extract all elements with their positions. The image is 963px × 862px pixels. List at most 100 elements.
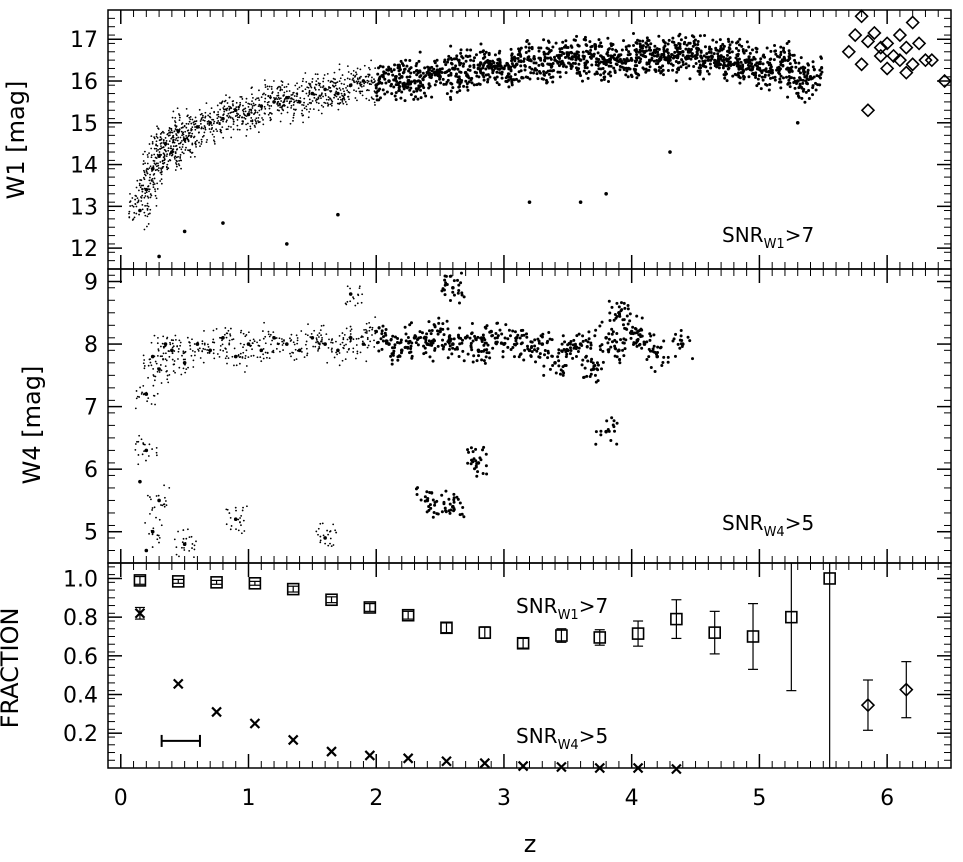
panel-top-density-dot-2450 bbox=[172, 134, 175, 137]
panel-top-density-dot-409 bbox=[681, 63, 685, 67]
panel-mid-density-dot-179 bbox=[590, 357, 594, 361]
panel-top-density-dot-819 bbox=[375, 94, 379, 98]
panel-mid-density-dot-355 bbox=[587, 337, 591, 341]
panel-mid-density-dot-1019 bbox=[638, 333, 642, 337]
panel-top-density-dot-1341 bbox=[163, 157, 166, 160]
panel-top-density-dot-1536 bbox=[164, 144, 167, 147]
panel-mid-density-dot-1079 bbox=[483, 341, 487, 345]
panel-top-density-dot-2078 bbox=[175, 148, 178, 151]
panel-top-density-dot-1204 bbox=[146, 207, 149, 210]
panel-mid-density-dot-933 bbox=[272, 336, 275, 338]
panel-top-density-dot-1939 bbox=[309, 85, 312, 88]
panel-bot-series-1-point-1 bbox=[172, 678, 184, 690]
panel-mid-density-dot-195 bbox=[379, 337, 383, 341]
panel-top-density-dot-1718 bbox=[203, 119, 206, 122]
panel-top-density-dot-665 bbox=[150, 194, 153, 197]
panel-top-density-dot-2395 bbox=[767, 69, 771, 73]
panel-top-density-dot-2054 bbox=[231, 117, 234, 120]
panel-mid-density-dot-746 bbox=[229, 334, 232, 337]
panel-top-ytick-label-3: 15 bbox=[70, 112, 98, 137]
panel-mid-density-dot-897 bbox=[241, 357, 244, 359]
panel-mid-density-dot-778 bbox=[184, 363, 186, 366]
panel-mid-density-dot-501 bbox=[628, 319, 632, 323]
panel-top-density-dot-2070 bbox=[204, 115, 207, 118]
panel-mid-density-dot-1196 bbox=[635, 344, 639, 348]
panel-mid-density-dot-922 bbox=[441, 338, 445, 342]
panel-top-density-dot-2308 bbox=[483, 55, 487, 59]
panel-mid-density-dot-704 bbox=[268, 335, 271, 338]
panel-top-density-dot-1021 bbox=[387, 65, 391, 69]
panel-mid-density-dot-863 bbox=[631, 325, 635, 329]
panel-top-density-dot-2134 bbox=[293, 101, 295, 104]
panel-top-density-dot-113 bbox=[150, 156, 153, 159]
panel-mid-density-dot-117 bbox=[143, 450, 145, 453]
panel-top-density-dot-1145 bbox=[473, 70, 477, 74]
panel-mid-density-dot-671 bbox=[148, 358, 151, 361]
panel-top-density-dot-1954 bbox=[544, 71, 548, 75]
panel-top-density-dot-2075 bbox=[292, 92, 294, 94]
panel-top-density-dot-1753 bbox=[250, 111, 253, 114]
panel-mid-density-dot-881 bbox=[157, 367, 159, 370]
panel-mid-density-dot-888 bbox=[356, 350, 359, 353]
panel-mid-density-dot-28 bbox=[345, 327, 348, 330]
panel-top-series-0-point-13 bbox=[259, 104, 264, 108]
panel-top-density-dot-1745 bbox=[684, 36, 688, 40]
panel-top-density-dot-447 bbox=[239, 101, 242, 104]
panel-mid-density-dot-1023 bbox=[158, 518, 161, 521]
panel-top-density-dot-1979 bbox=[301, 80, 304, 83]
panel-mid-density-dot-566 bbox=[155, 446, 158, 449]
bottom-annotation-w1: SNRW1>7 bbox=[516, 594, 608, 623]
panel-top-density-dot-361 bbox=[232, 128, 235, 131]
panel-mid-density-dot-790 bbox=[533, 338, 537, 342]
panel-top-density-dot-2438 bbox=[599, 67, 603, 71]
panel-top-density-dot-2312 bbox=[734, 46, 738, 50]
panel-mid-density-dot-902 bbox=[550, 338, 554, 342]
panel-mid-density-dot-769 bbox=[248, 344, 251, 347]
panel-top-density-dot-2404 bbox=[618, 57, 622, 61]
panel-top-density-dot-1901 bbox=[787, 40, 791, 44]
panel-top-density-dot-1528 bbox=[371, 76, 373, 79]
panel-top-density-dot-2210 bbox=[298, 100, 301, 102]
panel-mid-density-dot-338 bbox=[275, 337, 278, 339]
panel-top-density-dot-761 bbox=[185, 122, 188, 125]
panel-mid-density-dot-1099 bbox=[178, 366, 181, 369]
panel-top-density-dot-2379 bbox=[746, 60, 750, 64]
panel-mid-density-dot-1021 bbox=[452, 492, 456, 496]
panel-top-density-dot-2519 bbox=[599, 73, 603, 77]
panel-mid-density-dot-137 bbox=[652, 333, 656, 337]
panel-top-density-dot-111 bbox=[794, 65, 798, 69]
panel-mid-density-dot-950 bbox=[452, 498, 456, 502]
panel-top-density-dot-843 bbox=[629, 56, 633, 60]
panel-top-density-dot-2452 bbox=[427, 66, 431, 70]
panel-mid-density-dot-73 bbox=[456, 278, 460, 282]
panel-bot-series-0-point-9 bbox=[478, 626, 492, 639]
panel-mid-density-dot-896 bbox=[307, 323, 309, 326]
panel-top-density-dot-1004 bbox=[188, 134, 190, 137]
panel-top-density-dot-2399 bbox=[323, 74, 326, 76]
panel-mid-density-dot-357 bbox=[520, 334, 524, 338]
panel-mid-density-dot-930 bbox=[433, 500, 437, 504]
panel-top-density-dot-606 bbox=[322, 77, 325, 80]
panel-top-density-dot-2436 bbox=[615, 63, 619, 67]
panel-top-density-dot-1923 bbox=[160, 138, 163, 140]
panel-top-density-dot-2465 bbox=[353, 80, 355, 83]
panel-top-density-dot-2150 bbox=[725, 79, 729, 83]
panel-top-density-dot-1179 bbox=[612, 66, 616, 70]
panel-mid-density-dot-517 bbox=[215, 328, 218, 330]
panel-top-density-dot-1660 bbox=[660, 70, 664, 74]
panel-mid-density-dot-777 bbox=[560, 350, 564, 354]
panel-mid-density-dot-640 bbox=[564, 355, 568, 359]
panel-top-density-dot-1543 bbox=[532, 57, 536, 61]
panel-top-density-dot-2021 bbox=[285, 85, 288, 88]
panel-top-density-dot-909 bbox=[449, 98, 453, 102]
panel-top-density-dot-1986 bbox=[167, 160, 170, 163]
panel-mid-density-dot-1172 bbox=[143, 392, 146, 395]
panel-top-density-dot-1702 bbox=[167, 129, 170, 132]
panel-mid-density-dot-623 bbox=[335, 340, 337, 343]
panel-top-density-dot-677 bbox=[143, 169, 145, 172]
panel-mid-density-dot-1136 bbox=[476, 335, 480, 339]
panel-bot-ytick-label-2: 0.6 bbox=[63, 645, 98, 670]
panel-top-density-dot-2481 bbox=[547, 50, 551, 54]
panel-top-density-dot-2191 bbox=[343, 98, 346, 101]
panel-top-density-dot-1208 bbox=[557, 64, 561, 68]
